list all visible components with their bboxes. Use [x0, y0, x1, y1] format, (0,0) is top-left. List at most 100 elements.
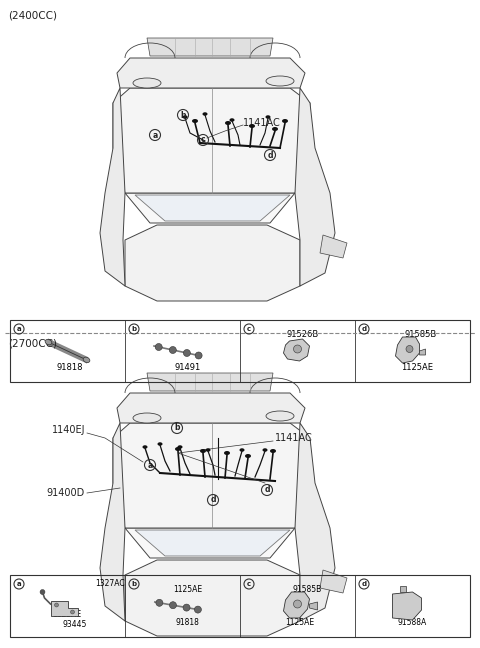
- Ellipse shape: [178, 445, 182, 449]
- Polygon shape: [147, 38, 273, 56]
- Polygon shape: [420, 349, 425, 355]
- Polygon shape: [125, 560, 300, 636]
- Ellipse shape: [266, 411, 294, 421]
- Ellipse shape: [265, 115, 271, 119]
- Circle shape: [194, 606, 202, 613]
- Text: (2400CC): (2400CC): [8, 10, 57, 20]
- Circle shape: [169, 602, 177, 608]
- Circle shape: [71, 610, 74, 614]
- Text: b: b: [174, 424, 180, 432]
- Circle shape: [406, 345, 413, 353]
- Polygon shape: [117, 393, 305, 423]
- Text: d: d: [267, 150, 273, 159]
- Ellipse shape: [83, 357, 90, 363]
- Ellipse shape: [225, 121, 231, 125]
- Text: c: c: [201, 135, 205, 145]
- Polygon shape: [117, 58, 305, 88]
- Text: d: d: [210, 496, 216, 505]
- Text: d: d: [361, 326, 367, 332]
- Text: b: b: [132, 326, 137, 332]
- Polygon shape: [100, 88, 125, 286]
- Polygon shape: [320, 570, 347, 593]
- Ellipse shape: [157, 442, 163, 446]
- Polygon shape: [393, 592, 421, 620]
- Text: 1125AE: 1125AE: [401, 363, 433, 372]
- Text: 1125AE: 1125AE: [173, 585, 202, 594]
- Text: c: c: [247, 326, 251, 332]
- Text: d: d: [361, 581, 367, 587]
- Text: c: c: [247, 581, 251, 587]
- Ellipse shape: [133, 413, 161, 423]
- Ellipse shape: [240, 448, 244, 452]
- Polygon shape: [125, 225, 300, 301]
- Text: a: a: [152, 130, 157, 139]
- Text: 91400D: 91400D: [47, 488, 85, 498]
- Text: 1141AC: 1141AC: [275, 433, 313, 443]
- Ellipse shape: [249, 124, 255, 128]
- Ellipse shape: [282, 119, 288, 123]
- Circle shape: [183, 604, 190, 611]
- Text: 93445: 93445: [62, 620, 87, 629]
- Circle shape: [293, 345, 301, 353]
- Text: 91526B: 91526B: [287, 330, 319, 339]
- Ellipse shape: [205, 448, 211, 452]
- Text: 91818: 91818: [176, 618, 199, 627]
- Ellipse shape: [175, 447, 181, 451]
- Polygon shape: [135, 195, 290, 221]
- Ellipse shape: [45, 340, 52, 345]
- Circle shape: [293, 600, 301, 608]
- Text: 1327AC: 1327AC: [96, 579, 125, 588]
- Polygon shape: [396, 337, 420, 363]
- Text: (2700CC): (2700CC): [8, 338, 57, 348]
- Polygon shape: [50, 601, 77, 616]
- Text: 1141AC: 1141AC: [243, 118, 281, 128]
- Ellipse shape: [200, 449, 206, 453]
- Text: 1125AE: 1125AE: [52, 610, 82, 619]
- Text: a: a: [17, 326, 21, 332]
- Ellipse shape: [263, 448, 267, 452]
- Text: 1140EJ: 1140EJ: [51, 425, 85, 435]
- Polygon shape: [295, 88, 335, 286]
- Circle shape: [183, 349, 191, 356]
- Polygon shape: [125, 193, 295, 223]
- Text: 91818: 91818: [56, 363, 83, 372]
- Text: 1125AE: 1125AE: [285, 618, 314, 627]
- Polygon shape: [284, 339, 310, 361]
- Text: b: b: [132, 581, 137, 587]
- Circle shape: [169, 347, 176, 354]
- Polygon shape: [295, 423, 335, 621]
- Circle shape: [55, 603, 59, 607]
- Circle shape: [156, 599, 163, 607]
- Polygon shape: [135, 530, 290, 556]
- Ellipse shape: [143, 445, 147, 449]
- Polygon shape: [399, 586, 406, 592]
- Circle shape: [40, 590, 45, 594]
- Text: 91588A: 91588A: [398, 618, 427, 627]
- Polygon shape: [147, 373, 273, 391]
- Text: a: a: [147, 461, 153, 470]
- Ellipse shape: [203, 112, 207, 116]
- Polygon shape: [125, 528, 295, 558]
- Text: 91585B: 91585B: [404, 330, 437, 339]
- Text: b: b: [180, 111, 186, 119]
- Polygon shape: [100, 423, 125, 621]
- Ellipse shape: [229, 118, 235, 122]
- Text: d: d: [264, 485, 270, 494]
- Ellipse shape: [266, 76, 294, 86]
- Polygon shape: [284, 592, 310, 618]
- Ellipse shape: [270, 449, 276, 453]
- Polygon shape: [320, 235, 347, 258]
- Ellipse shape: [192, 119, 198, 123]
- Ellipse shape: [182, 115, 188, 119]
- Ellipse shape: [245, 454, 251, 458]
- Text: 91491: 91491: [174, 363, 201, 372]
- Ellipse shape: [224, 451, 230, 455]
- Polygon shape: [310, 602, 317, 610]
- Ellipse shape: [272, 127, 278, 131]
- Polygon shape: [113, 423, 310, 528]
- Text: a: a: [17, 581, 21, 587]
- Ellipse shape: [133, 78, 161, 88]
- Circle shape: [195, 352, 202, 359]
- Polygon shape: [113, 88, 310, 193]
- Text: 91585B: 91585B: [293, 585, 322, 594]
